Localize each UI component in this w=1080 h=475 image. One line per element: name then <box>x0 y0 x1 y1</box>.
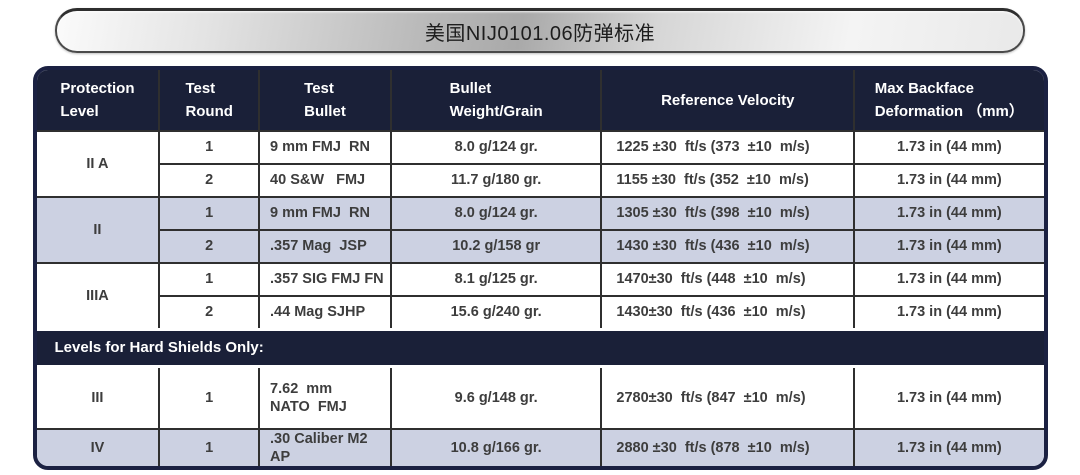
cell-bullet: 40 S&W FMJ <box>258 163 392 198</box>
cell-round: 1 <box>158 427 261 467</box>
cell-weight: 10.8 g/166 gr. <box>389 427 603 467</box>
header-line: Max Backface <box>874 79 974 97</box>
nij-standard-table: Protection Level Test Round Test Bullet Bul… <box>36 70 1044 467</box>
cell-weight: 8.0 g/124 gr. <box>389 196 603 231</box>
cell-deformation: 1.73 in (44 mm) <box>853 365 1044 430</box>
section-banner-row: Levels for Hard Shields Only: <box>36 328 1044 368</box>
cell-weight: 8.1 g/125 gr. <box>389 262 603 297</box>
header-test-round: Test Round <box>158 70 261 132</box>
table-body: II A 1 9 mm FMJ RN 8.0 g/124 gr. 1225 ±3… <box>36 130 1044 467</box>
cell-deformation: 1.73 in (44 mm) <box>853 262 1044 297</box>
cell-bullet: 9 mm FMJ RN <box>258 130 392 165</box>
cell-round: 2 <box>158 295 261 331</box>
cell-deformation: 1.73 in (44 mm) <box>853 427 1044 467</box>
header-bullet-weight: Bullet Weight/Grain <box>389 70 603 132</box>
table-row-iv: IV 1 .30 Caliber M2 AP 10.8 g/166 gr. 28… <box>36 427 1044 467</box>
cell-level: IV <box>36 427 161 467</box>
cell-velocity: 1430±30 ft/s (436 ±10 m/s) <box>600 295 856 331</box>
cell-deformation: 1.73 in (44 mm) <box>853 163 1044 198</box>
cell-round: 1 <box>158 196 261 231</box>
header-line: Test <box>185 79 216 97</box>
cell-round: 2 <box>158 229 261 264</box>
cell-level: III <box>36 365 161 430</box>
header-max-backface: Max Backface Deformation （mm） <box>853 70 1044 132</box>
cell-velocity: 2780±30 ft/s (847 ±10 m/s) <box>600 365 856 430</box>
cell-deformation: 1.73 in (44 mm) <box>853 229 1044 264</box>
cell-bullet: .30 Caliber M2 AP <box>258 427 392 467</box>
header-line: Bullet <box>304 103 346 120</box>
nij-standard-table-container: Protection Level Test Round Test Bullet Bul… <box>32 66 1048 471</box>
cell-deformation: 1.73 in (44 mm) <box>853 295 1044 331</box>
cell-weight: 10.2 g/158 gr <box>389 229 603 264</box>
header-line: Round <box>185 103 233 120</box>
cell-bullet: .44 Mag SJHP <box>258 295 392 331</box>
cell-bullet: .357 SIG FMJ FN <box>258 262 392 297</box>
table-row-iii: III 1 7.62 mm NATO FMJ 9.6 g/148 gr. 278… <box>36 365 1044 430</box>
table-header: Protection Level Test Round Test Bullet Bul… <box>36 70 1044 132</box>
cell-deformation: 1.73 in (44 mm) <box>853 130 1044 165</box>
table-row-iia-1: II A 1 9 mm FMJ RN 8.0 g/124 gr. 1225 ±3… <box>36 130 1044 198</box>
cell-velocity: 1155 ±30 ft/s (352 ±10 m/s) <box>600 163 856 198</box>
cell-bullet: .357 Mag JSP <box>258 229 392 264</box>
cell-level: IIIA <box>36 262 161 331</box>
header-line: Bullet <box>449 79 492 97</box>
header-line: Weight/Grain <box>449 103 543 120</box>
cell-level: II <box>36 196 161 264</box>
cell-velocity: 1225 ±30 ft/s (373 ±10 m/s) <box>600 130 856 165</box>
cell-velocity: 2880 ±30 ft/s (878 ±10 m/s) <box>600 427 856 467</box>
table-row-iia-2: 2 40 S&W FMJ 11.7 g/180 gr. 1155 ±30 ft/… <box>37 163 1044 198</box>
cell-velocity: 1470±30 ft/s (448 ±10 m/s) <box>600 262 856 297</box>
page-title: 美国NIJ0101.06防弹标准 <box>424 22 656 45</box>
cell-bullet: 7.62 mm NATO FMJ <box>258 365 392 430</box>
cell-weight: 9.6 g/148 gr. <box>389 365 603 430</box>
cell-velocity: 1430 ±30 ft/s (436 ±10 m/s) <box>600 229 856 264</box>
header-line: Deformation （mm） <box>874 103 1024 120</box>
cell-weight: 11.7 g/180 gr. <box>389 163 603 198</box>
cell-round: 1 <box>158 130 261 165</box>
header-protection-level: Protection Level <box>36 70 161 132</box>
cell-round: 1 <box>158 365 261 430</box>
table-row-iiia-1: IIIA 1 .357 SIG FMJ FN 8.1 g/125 gr. 147… <box>36 262 1044 331</box>
table-row-ii-2: 2 .357 Mag JSP 10.2 g/158 gr 1430 ±30 ft… <box>37 229 1044 264</box>
table-row-iiia-2: 2 .44 Mag SJHP 15.6 g/240 gr. 1430±30 ft… <box>37 295 1044 331</box>
cell-level: II A <box>36 130 161 198</box>
title-banner: 美国NIJ0101.06防弹标准 <box>55 8 1025 53</box>
cell-weight: 15.6 g/240 gr. <box>389 295 603 331</box>
header-line: Protection <box>60 79 135 97</box>
cell-velocity: 1305 ±30 ft/s (398 ±10 m/s) <box>600 196 856 231</box>
cell-weight: 8.0 g/124 gr. <box>389 130 603 165</box>
cell-bullet: 9 mm FMJ RN <box>258 196 392 231</box>
table-row-ii-1: II 1 9 mm FMJ RN 8.0 g/124 gr. 1305 ±30 … <box>36 196 1044 264</box>
cell-deformation: 1.73 in (44 mm) <box>853 196 1044 231</box>
section-banner-label: Levels for Hard Shields Only: <box>36 328 1044 368</box>
header-line: Test <box>304 79 334 97</box>
header-test-bullet: Test Bullet <box>258 70 392 132</box>
cell-round: 2 <box>158 163 261 198</box>
header-line: Level <box>60 103 99 120</box>
header-row: Protection Level Test Round Test Bullet Bul… <box>36 70 1044 132</box>
header-reference-velocity: Reference Velocity <box>600 70 856 132</box>
cell-round: 1 <box>158 262 261 297</box>
